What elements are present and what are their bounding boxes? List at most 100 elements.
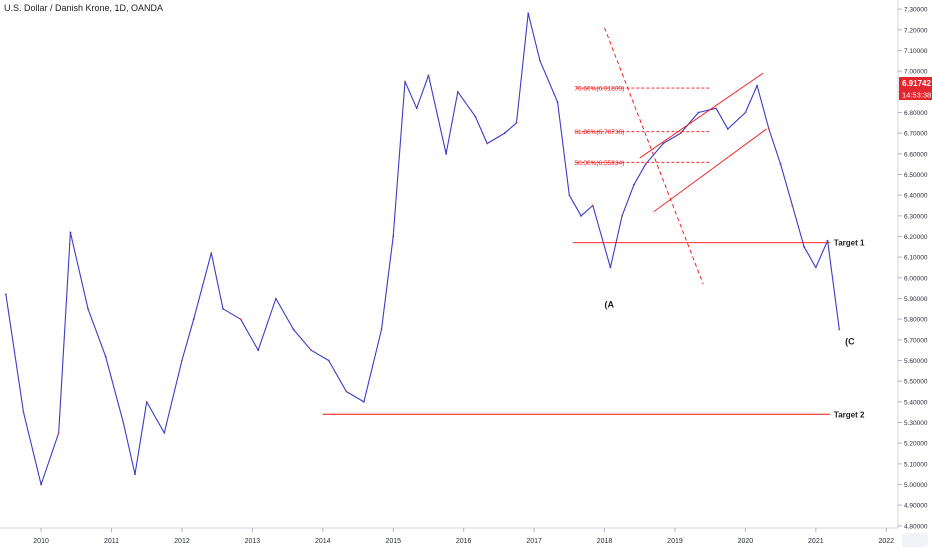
price-point — [380, 328, 383, 331]
price-point — [122, 421, 125, 424]
y-tick-label: 6.80000 — [904, 110, 928, 117]
time-axis[interactable]: 2010 2011 2012 2013 2014 2015 2016 2017 2018 2019… — [33, 528, 894, 545]
last-price-value: 6.91742 — [902, 79, 931, 88]
x-tick-label: 2017 — [526, 538, 542, 545]
x-tick-label: 2012 — [174, 538, 190, 545]
y-tick-label: 6.70000 — [904, 131, 928, 138]
target-label: Target 1 — [834, 239, 865, 248]
price-point — [404, 80, 406, 83]
price-point — [274, 297, 277, 300]
y-tick-label: 6.10000 — [904, 255, 928, 262]
price-point — [503, 132, 506, 135]
price-point — [826, 239, 829, 242]
price-point — [345, 390, 348, 393]
wave-label: (C — [845, 337, 855, 347]
x-tick-label: 2020 — [738, 538, 754, 545]
channel-upper-line — [639, 72, 764, 159]
price-point — [679, 132, 682, 135]
y-tick-label: 5.60000 — [904, 358, 928, 365]
price-point — [539, 59, 541, 62]
price-point — [292, 328, 295, 331]
x-tick-label: 2018 — [597, 538, 613, 545]
x-tick-label: 2019 — [667, 538, 683, 545]
fib-level-label: 50.00%(6.55934) — [574, 160, 624, 167]
price-point — [163, 431, 166, 434]
price-point — [814, 266, 817, 269]
y-tick-label: 6.30000 — [904, 213, 928, 220]
price-point — [210, 252, 213, 254]
fib-level-label: 61.80%(6.70736) — [574, 129, 624, 136]
x-tick-label: 2015 — [385, 538, 401, 545]
annotation-layer: 76.60%(6.91809) 61.80%(6.70736) 50.00%(6.5… — [322, 27, 865, 419]
price-point — [803, 245, 805, 248]
price-point — [838, 328, 841, 331]
price-point — [239, 318, 242, 321]
x-tick-label: 2022 — [878, 538, 894, 545]
price-point — [69, 231, 72, 234]
x-tick-label: 2014 — [315, 538, 331, 545]
y-tick-label: 4.90000 — [904, 503, 928, 510]
x-tick-label: 2021 — [808, 538, 824, 545]
price-point — [632, 183, 635, 186]
price-point — [4, 293, 7, 296]
channel-lower-line — [653, 128, 767, 213]
price-point — [145, 400, 148, 403]
price-point — [791, 204, 794, 207]
y-tick-label: 7.10000 — [904, 48, 928, 55]
y-tick-label: 5.90000 — [904, 296, 928, 303]
y-tick-label: 5.70000 — [904, 337, 928, 344]
price-point — [427, 74, 430, 77]
y-tick-label: 6.20000 — [904, 234, 928, 241]
bar-countdown: 14:53:38 — [902, 91, 931, 100]
price-point — [392, 235, 395, 238]
x-tick-label: 2013 — [245, 538, 261, 545]
fib-trend-dashed-line — [604, 27, 704, 285]
price-point — [104, 355, 107, 358]
x-tick-label: 2010 — [33, 538, 49, 545]
price-point — [726, 128, 729, 130]
price-point — [609, 266, 612, 269]
price-point — [767, 128, 770, 130]
price-point — [257, 349, 260, 352]
y-tick-label: 7.20000 — [904, 27, 928, 34]
price-point — [181, 359, 183, 362]
y-tick-label: 5.20000 — [904, 441, 928, 448]
chart-title: U.S. Dollar / Danish Krone, 1D, OANDA — [4, 3, 164, 13]
price-point — [134, 473, 136, 476]
last-price-tag: 6.91742 14:53:38 — [899, 77, 932, 100]
price-point — [474, 115, 477, 118]
price-point — [327, 359, 330, 362]
wave-label: (A — [605, 300, 615, 310]
x-tick-label: 2016 — [456, 538, 472, 545]
y-tick-label: 6.50000 — [904, 172, 928, 179]
target-label: Target 2 — [834, 410, 865, 419]
price-point — [456, 90, 459, 93]
price-point — [568, 194, 571, 197]
y-tick-label: 6.60000 — [904, 151, 928, 158]
y-tick-label: 6.40000 — [904, 193, 928, 200]
price-point — [40, 483, 42, 486]
y-tick-label: 5.40000 — [904, 399, 928, 406]
price-point — [527, 12, 530, 15]
price-series — [4, 12, 841, 486]
price-point — [644, 163, 647, 166]
y-tick-label: 5.30000 — [904, 420, 928, 427]
y-tick-label: 7.00000 — [904, 69, 928, 76]
y-tick-label: 5.80000 — [904, 317, 928, 324]
price-point — [486, 142, 489, 145]
price-point — [756, 84, 759, 87]
price-point — [22, 411, 25, 414]
price-point — [556, 101, 559, 104]
price-point — [415, 107, 418, 110]
tradingview-logo-icon[interactable] — [902, 533, 928, 547]
price-point — [744, 111, 747, 114]
y-tick-label: 5.50000 — [904, 379, 928, 386]
price-point — [445, 152, 447, 155]
price-point — [662, 142, 665, 145]
price-point — [57, 431, 60, 434]
y-tick-label: 4.80000 — [904, 523, 928, 530]
price-point — [621, 214, 624, 217]
y-tick-label: 5.00000 — [904, 482, 928, 489]
price-point — [310, 349, 312, 352]
